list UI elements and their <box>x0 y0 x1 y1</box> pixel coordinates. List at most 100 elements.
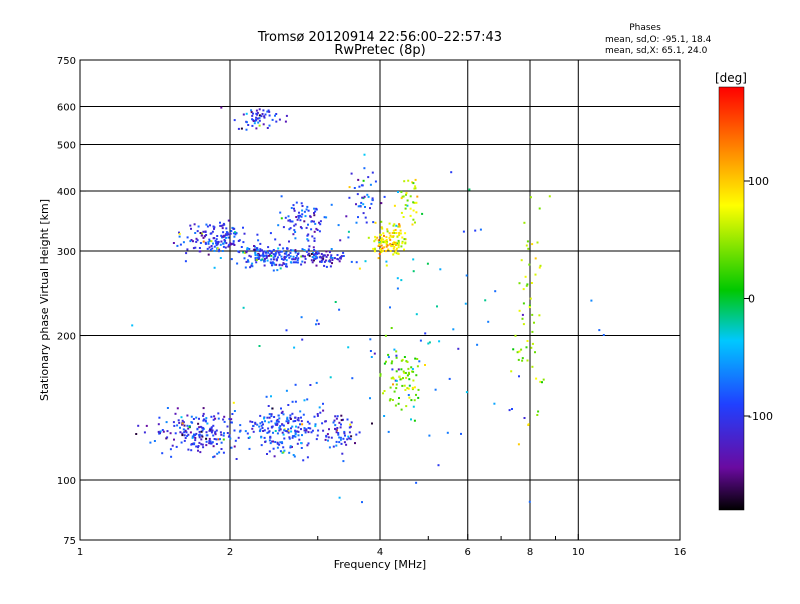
data-point <box>283 429 286 432</box>
data-point <box>349 423 352 426</box>
data-point <box>402 370 405 373</box>
data-point <box>272 447 275 450</box>
data-point <box>285 389 288 392</box>
data-point <box>214 430 217 433</box>
data-point <box>238 430 241 433</box>
data-point <box>280 412 283 414</box>
data-point <box>209 427 212 430</box>
data-point <box>362 179 365 182</box>
data-point <box>370 202 373 205</box>
data-point <box>379 374 382 377</box>
data-point <box>538 314 541 317</box>
data-point <box>262 109 265 112</box>
data-point <box>234 439 237 442</box>
data-point <box>386 230 389 233</box>
data-point <box>371 198 374 201</box>
data-point <box>187 427 190 430</box>
data-point <box>322 257 325 260</box>
data-point <box>395 252 398 255</box>
data-point <box>283 449 286 452</box>
data-point <box>342 255 345 257</box>
data-point <box>257 258 260 260</box>
colorbar-ticks: 100 0 -100 <box>744 175 773 423</box>
data-point <box>338 441 341 444</box>
data-point <box>403 371 406 374</box>
data-point <box>157 430 160 433</box>
data-point <box>383 234 385 237</box>
data-point <box>262 255 265 257</box>
data-point <box>342 460 345 463</box>
data-point <box>254 421 257 424</box>
data-point <box>244 430 247 433</box>
data-point <box>187 448 190 451</box>
data-point <box>162 430 165 433</box>
data-point <box>174 412 177 415</box>
data-point <box>269 253 271 256</box>
data-point <box>343 432 346 435</box>
data-point <box>248 436 251 439</box>
data-point <box>340 423 342 426</box>
data-point <box>397 191 399 193</box>
data-point <box>399 378 402 381</box>
data-point <box>210 240 213 243</box>
data-point <box>310 228 313 231</box>
data-point <box>263 254 266 257</box>
data-point <box>270 258 273 261</box>
data-point <box>299 226 302 229</box>
data-point <box>412 370 415 373</box>
data-point <box>396 277 399 280</box>
data-point <box>255 247 258 250</box>
data-point <box>197 422 200 425</box>
data-point <box>413 201 416 204</box>
data-point <box>307 442 310 445</box>
data-point <box>401 384 404 387</box>
data-point <box>285 256 287 259</box>
data-point <box>306 398 309 401</box>
data-point <box>412 209 415 212</box>
data-point <box>297 216 300 219</box>
data-point <box>448 377 451 380</box>
data-point <box>184 437 187 439</box>
data-point <box>229 437 232 440</box>
data-point <box>364 260 367 263</box>
data-point <box>417 388 420 391</box>
data-point <box>369 338 372 341</box>
data-point <box>437 464 440 467</box>
data-point <box>258 250 261 253</box>
data-point <box>395 350 398 353</box>
data-point <box>257 121 260 124</box>
data-point <box>404 204 407 206</box>
data-point <box>251 114 254 117</box>
stats-line-x: mean, sd,X: 65.1, 24.0 <box>605 46 708 56</box>
data-point <box>221 235 224 238</box>
data-point <box>446 431 449 434</box>
data-point <box>281 250 284 253</box>
data-point <box>236 262 239 265</box>
data-point <box>215 238 218 241</box>
data-point <box>198 247 201 249</box>
data-point <box>517 358 520 361</box>
data-point <box>206 247 209 250</box>
stats-heading: Phases <box>629 23 661 33</box>
data-point <box>287 419 290 422</box>
data-point <box>319 223 322 226</box>
data-point <box>407 367 410 370</box>
data-point <box>279 250 282 253</box>
data-point <box>227 245 230 248</box>
data-point <box>398 375 401 378</box>
data-point <box>313 207 316 210</box>
data-point <box>245 112 248 115</box>
data-point <box>184 430 187 433</box>
data-point <box>392 247 395 250</box>
data-point <box>494 290 497 293</box>
data-point <box>385 250 387 253</box>
data-point <box>398 234 401 237</box>
data-point <box>222 222 225 225</box>
data-point <box>268 114 271 117</box>
data-point <box>308 254 311 257</box>
data-point <box>314 425 317 428</box>
data-point <box>222 245 225 248</box>
data-point <box>332 445 335 448</box>
data-point <box>390 362 393 365</box>
data-point <box>415 201 418 204</box>
